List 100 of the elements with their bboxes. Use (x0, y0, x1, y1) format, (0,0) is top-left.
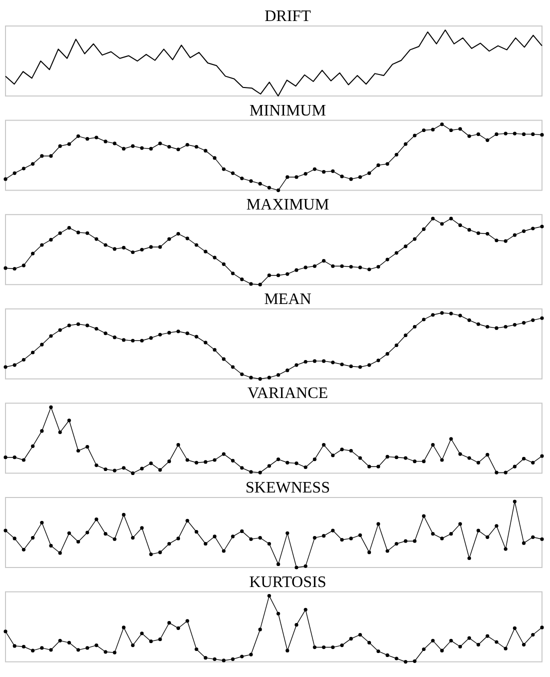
point (131, 536, 135, 540)
point (476, 528, 480, 532)
chart-title: VARIANCE (247, 385, 328, 402)
point (322, 534, 326, 538)
point (67, 531, 71, 535)
point (131, 644, 135, 648)
point (4, 266, 8, 270)
point (212, 156, 216, 160)
point (104, 650, 108, 654)
point (404, 660, 408, 664)
point (149, 146, 153, 151)
point (149, 640, 153, 644)
point (131, 338, 135, 342)
point (231, 365, 235, 369)
point (194, 460, 198, 464)
point (167, 144, 171, 149)
point (294, 462, 298, 466)
point (76, 322, 80, 326)
point (340, 538, 344, 542)
point (240, 529, 244, 533)
point (431, 638, 435, 642)
point (104, 243, 108, 247)
point (358, 175, 362, 179)
point (367, 464, 372, 468)
point (140, 526, 144, 530)
point (58, 430, 62, 434)
point (140, 466, 144, 470)
point (467, 636, 472, 640)
point (86, 324, 90, 328)
point (176, 148, 180, 152)
point (231, 171, 235, 175)
point (30, 648, 35, 652)
point (30, 252, 35, 256)
point (412, 460, 416, 464)
chart-title: MAXIMUM (246, 196, 330, 214)
point (22, 166, 26, 170)
point (222, 357, 226, 361)
point (140, 146, 144, 150)
point (349, 177, 353, 181)
chart-title: DRIFT (264, 8, 312, 25)
point (30, 162, 35, 166)
point (122, 512, 126, 516)
point (104, 532, 108, 536)
point (231, 534, 235, 538)
point (294, 623, 298, 627)
point (431, 443, 435, 447)
point (267, 186, 272, 190)
point (386, 162, 390, 166)
point (86, 137, 90, 141)
point (376, 358, 380, 362)
point (322, 645, 326, 650)
point (149, 462, 153, 466)
point (404, 539, 408, 543)
point (194, 144, 198, 149)
point (240, 278, 244, 282)
point (540, 454, 544, 458)
point (40, 520, 44, 524)
point (440, 122, 444, 126)
point (176, 536, 180, 540)
point (312, 645, 316, 650)
point (122, 338, 126, 342)
point (531, 632, 535, 637)
point (331, 264, 335, 268)
point (540, 626, 544, 630)
point (394, 542, 398, 546)
point (486, 452, 490, 457)
point (12, 266, 16, 271)
point (158, 142, 162, 146)
point (12, 363, 16, 367)
point (304, 564, 308, 568)
point (222, 262, 226, 266)
point (267, 464, 272, 468)
point (212, 657, 216, 661)
point (376, 464, 380, 468)
point (286, 531, 290, 535)
point (167, 460, 171, 464)
point (58, 328, 62, 332)
point (149, 552, 153, 556)
point (240, 654, 244, 658)
point (312, 536, 316, 540)
chart-title: MINIMUM (250, 102, 326, 120)
point (312, 264, 316, 268)
point (486, 138, 490, 142)
point (12, 644, 16, 648)
point (486, 535, 490, 539)
point (86, 646, 90, 650)
point (30, 444, 35, 448)
point (249, 282, 253, 286)
point (186, 142, 190, 147)
point (67, 142, 71, 146)
point (167, 330, 171, 334)
point (58, 144, 62, 148)
point (258, 628, 262, 632)
point (204, 460, 208, 464)
point (67, 418, 71, 422)
point (531, 535, 535, 539)
point (540, 133, 544, 137)
point (340, 644, 344, 648)
point (331, 454, 335, 458)
point (86, 231, 90, 235)
